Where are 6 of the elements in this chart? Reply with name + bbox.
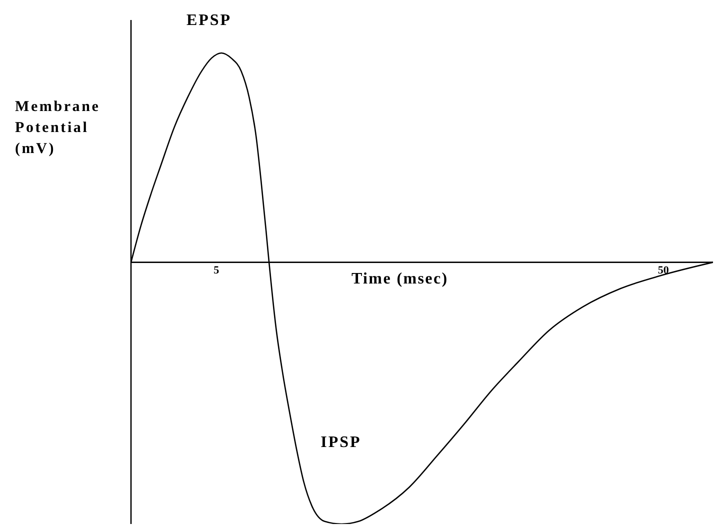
x-axis-title: Time (msec)	[351, 270, 448, 288]
x-tick-label: 5	[214, 264, 220, 276]
y-axis-title: Membrane Potential (mV)	[15, 99, 100, 157]
x-tick-label: 50	[658, 264, 670, 276]
text: EPSP	[186, 12, 232, 29]
annotation: IPSP	[320, 434, 362, 451]
